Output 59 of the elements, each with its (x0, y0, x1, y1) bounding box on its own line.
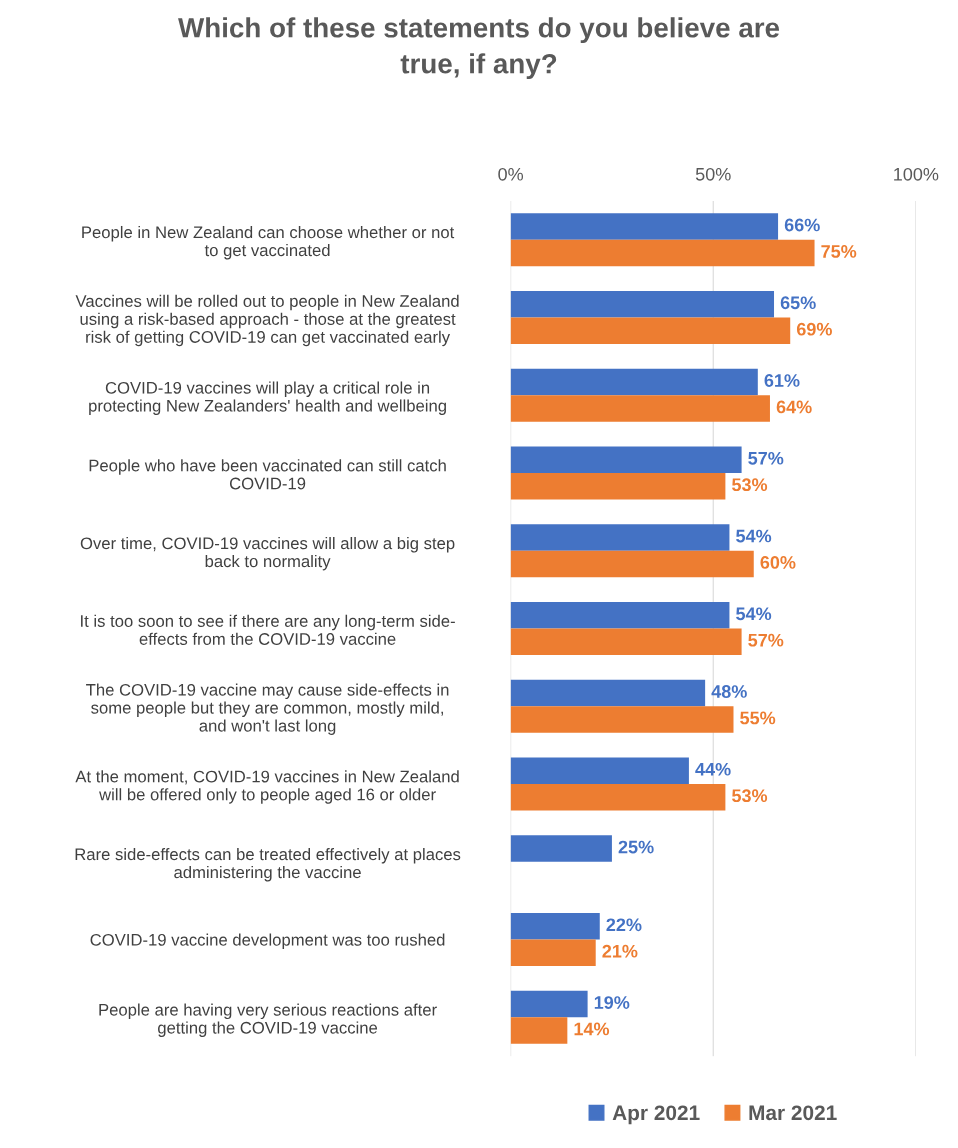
data-label: 48% (711, 685, 747, 698)
chart-title: Which of these statements do you believe are true, if any? (178, 17, 780, 80)
y-tick-label: It is too soon to see if there are any long-term side- effects from the COVID-19 vaccine (81, 614, 455, 645)
bar (510, 628, 742, 655)
data-label: 57% (748, 633, 784, 647)
bar (510, 368, 758, 396)
data-label: 65% (780, 296, 816, 310)
data-label: 57% (748, 451, 784, 465)
bar (510, 1017, 568, 1044)
data-label: 69% (796, 322, 832, 336)
bar (510, 317, 791, 344)
data-label: 19% (594, 996, 630, 1009)
bar (510, 602, 730, 629)
bar (510, 395, 770, 422)
data-label: 53% (732, 789, 768, 803)
data-label: 25% (618, 840, 654, 854)
data-label: 64% (776, 400, 812, 414)
data-label: 66% (784, 218, 820, 232)
data-label: 60% (760, 556, 796, 569)
y-tick-label: COVID-19 vaccine development was too rushed (90, 933, 445, 950)
y-tick-label: Rare side-effects can be treated effectively at places administering the vaccine (75, 847, 461, 882)
legend-label: Mar 2021 (749, 1105, 837, 1121)
y-tick-label: People in New Zealand can choose whether or not to get vaccinated (82, 225, 455, 260)
bar (510, 213, 779, 240)
bar (510, 990, 588, 1018)
legend-label: Apr 2021 (612, 1105, 700, 1125)
y-tick-label: People who have been vaccinated can still catch COVID-19 (89, 459, 446, 490)
data-label: 55% (740, 711, 776, 725)
bar (510, 446, 742, 474)
y-tick-label: Vaccines will be rolled out to people in New Zealand using a risk-based approach - those at the greatest risk of getting COVID-19 can get vaccinated early (75, 294, 459, 347)
x-tick-label: 0% (498, 167, 524, 181)
data-label: 53% (732, 478, 768, 492)
data-label: 75% (821, 245, 857, 258)
bar (510, 239, 815, 267)
y-tick-label: The COVID-19 vaccine may cause side-effects in some people but they are common, mostly mild, and won't last long (86, 683, 449, 735)
bar (510, 679, 706, 707)
data-label: 44% (695, 762, 731, 776)
bar (510, 706, 734, 733)
bar (510, 473, 726, 500)
y-tick-label: People are having very serious reactions after getting the COVID-19 vaccine (99, 1003, 437, 1037)
x-tick-label: 50% (695, 167, 731, 181)
data-label: 54% (736, 607, 772, 621)
data-label: 22% (606, 918, 642, 932)
data-label: 61% (764, 374, 800, 387)
bar (510, 550, 754, 578)
y-tick-label: At the moment, COVID-19 vaccines in New Zealand will be offered only to people aged 16 or older (75, 770, 459, 804)
bar (510, 939, 596, 966)
data-label: 14% (574, 1022, 610, 1036)
bar (510, 524, 730, 551)
y-tick-label: Over time, COVID-19 vaccines will allow a big step back to normality (80, 536, 455, 571)
bar (510, 784, 726, 811)
bar (510, 913, 600, 940)
bar (510, 757, 689, 785)
data-label: 21% (602, 944, 638, 958)
bar (510, 291, 775, 318)
data-label: 54% (736, 529, 772, 543)
bar (510, 835, 612, 862)
x-tick-label: 100% (894, 167, 939, 181)
y-tick-label: COVID-19 vaccines will play a critical role in protecting New Zealanders' health and wellbeing (89, 381, 446, 415)
